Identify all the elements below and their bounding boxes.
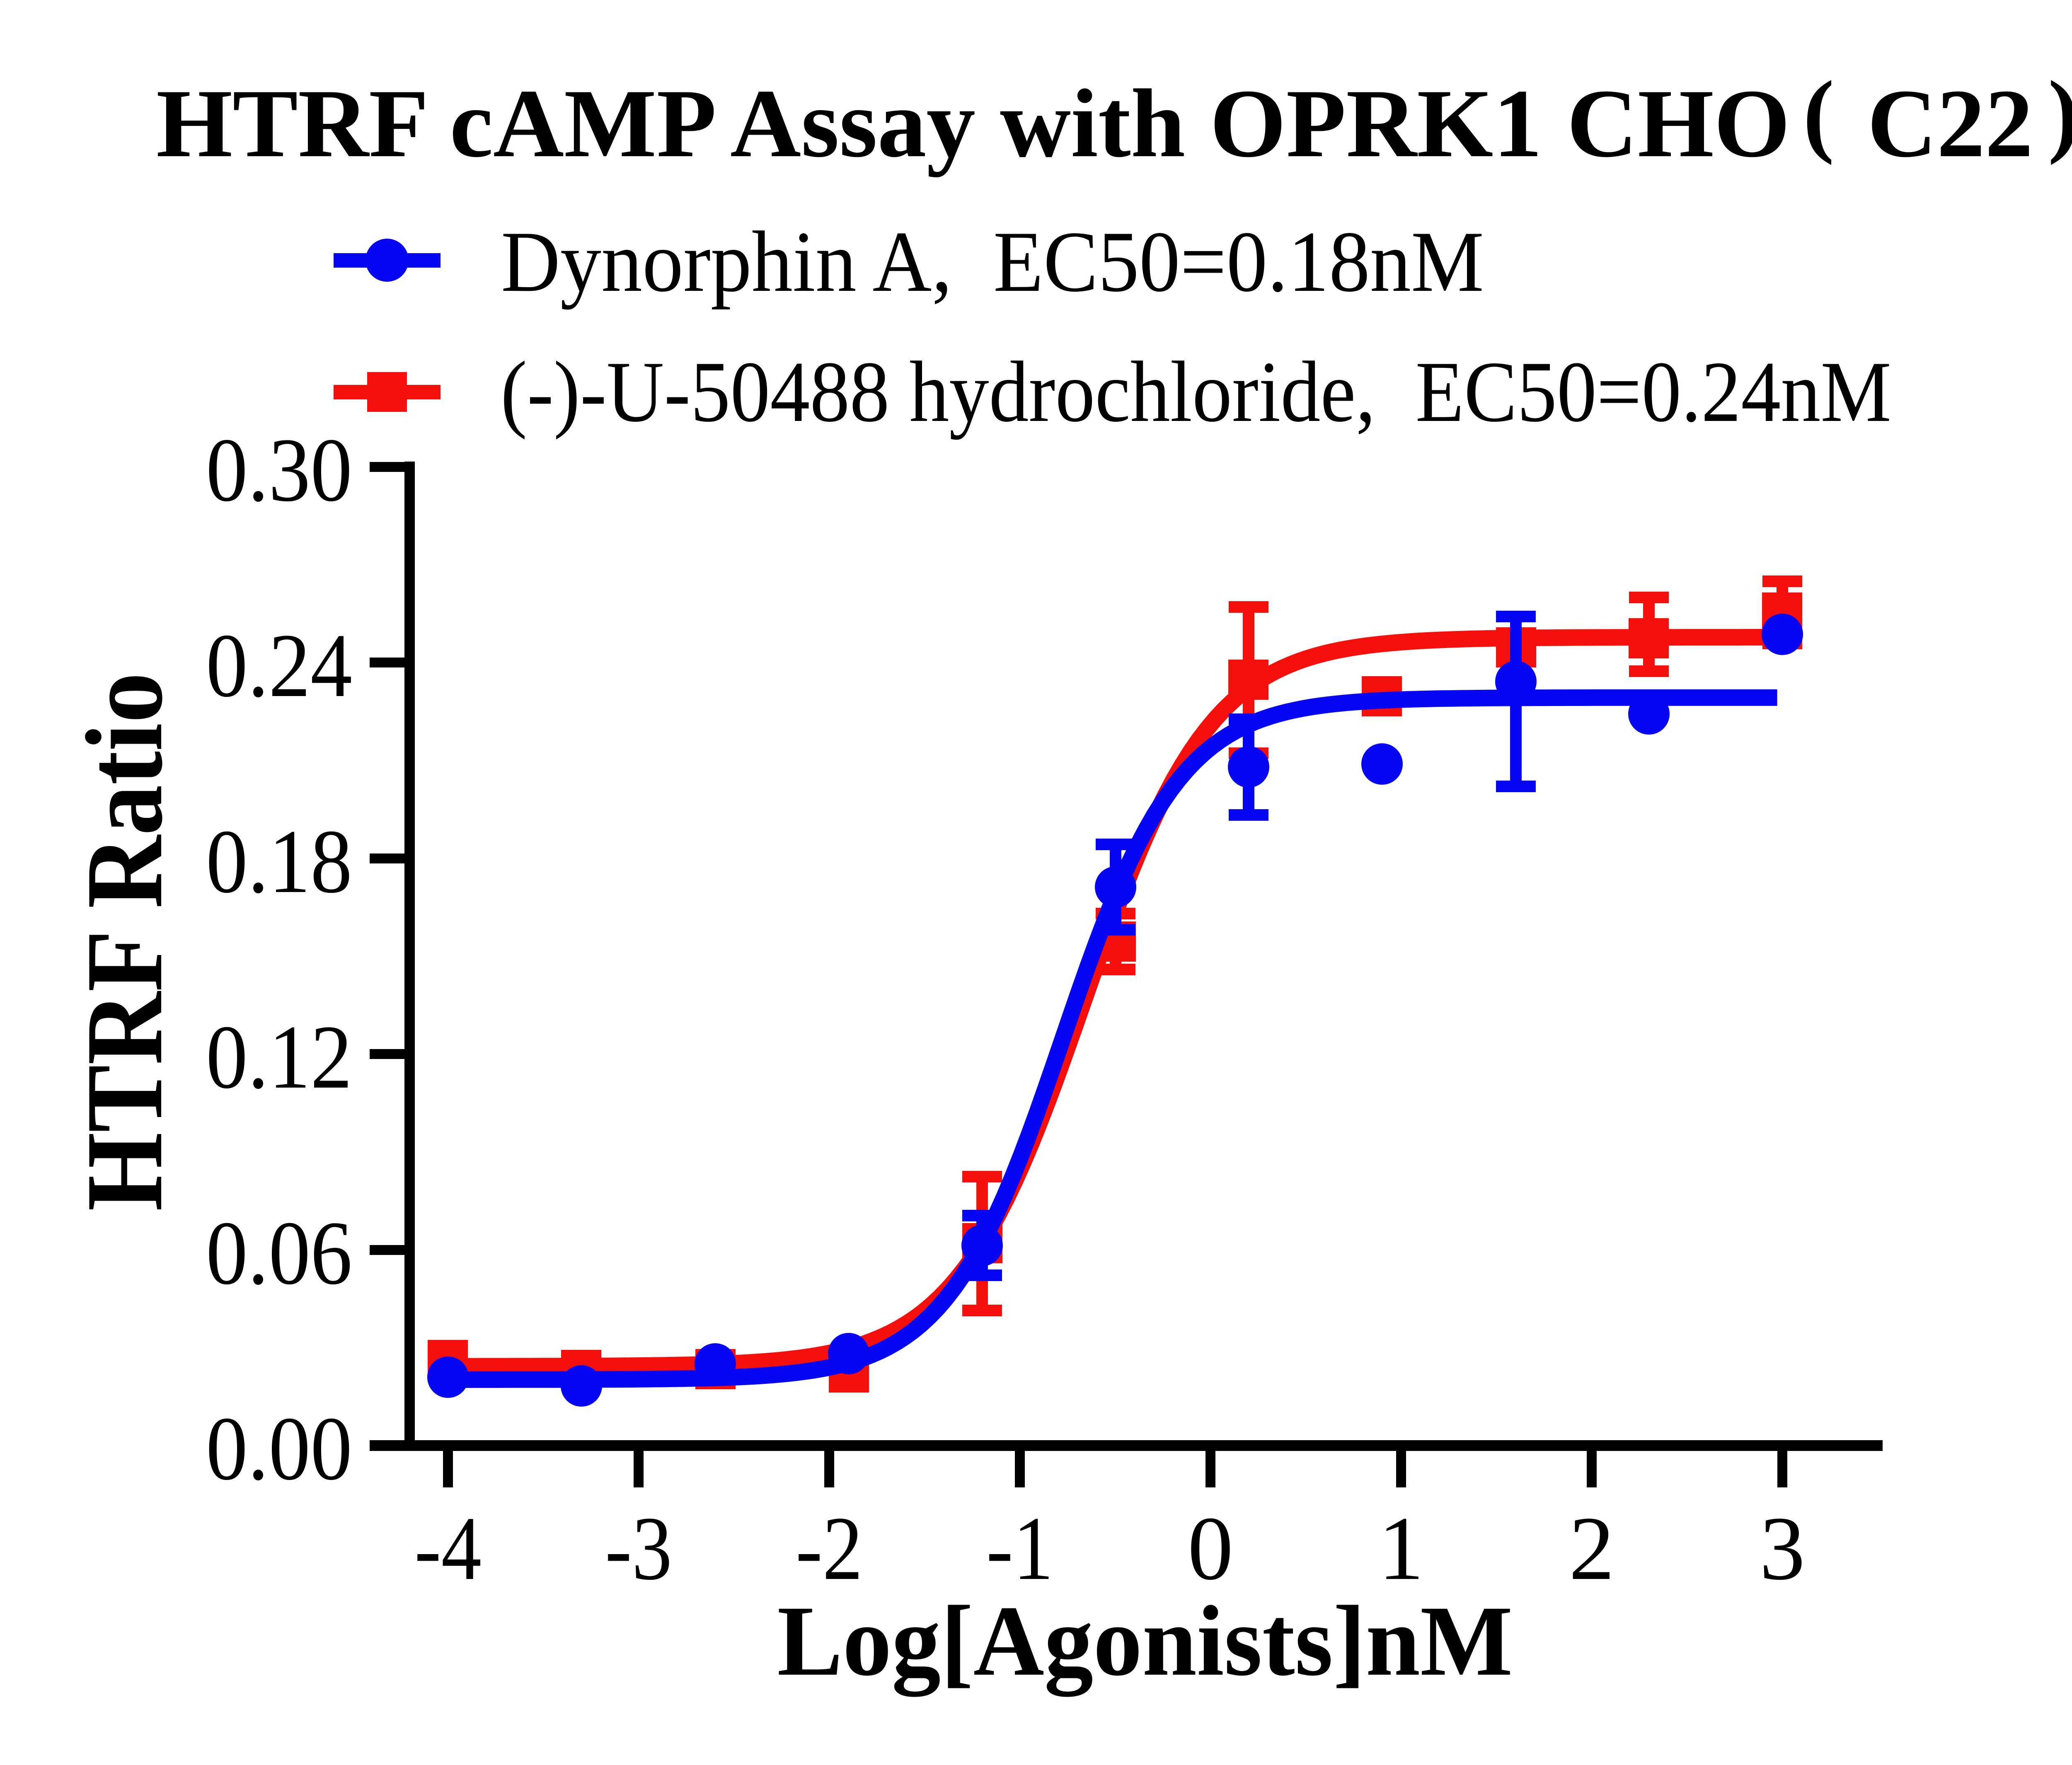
svg-text:0.30: 0.30: [206, 419, 352, 520]
svg-text:-4: -4: [414, 1498, 482, 1599]
svg-text:0.06: 0.06: [206, 1202, 352, 1303]
svg-text:-2: -2: [796, 1498, 863, 1599]
svg-text:3: 3: [1760, 1498, 1805, 1599]
svg-text:0.18: 0.18: [206, 811, 352, 912]
svg-text:1: 1: [1378, 1498, 1424, 1599]
svg-text:-1: -1: [986, 1498, 1053, 1599]
svg-text:0.12: 0.12: [206, 1006, 352, 1107]
svg-text:2: 2: [1569, 1498, 1615, 1599]
svg-text:0: 0: [1188, 1498, 1233, 1599]
svg-text:Dynorphin A, EC50=0.18nM: Dynorphin A, EC50=0.18nM: [501, 214, 1484, 310]
svg-text:-3: -3: [605, 1498, 672, 1599]
svg-text:0.00: 0.00: [206, 1398, 352, 1499]
svg-text:Log[Agonists]nM: Log[Agonists]nM: [777, 1585, 1513, 1697]
svg-text:(: (: [1803, 62, 1834, 165]
svg-text:0.24: 0.24: [206, 615, 352, 716]
svg-text:HTRF Ratio: HTRF Ratio: [64, 672, 185, 1211]
svg-text:): ): [2048, 62, 2072, 165]
svg-text:HTRF cAMP Assay with OPRK1 CHO: HTRF cAMP Assay with OPRK1 CHO: [156, 70, 1790, 178]
svg-text:C22: C22: [1867, 70, 2033, 178]
svg-text:(-)-U-50488 hydrochloride, EC: (-)-U-50488 hydrochloride, EC50=0.24nM: [501, 344, 1891, 440]
